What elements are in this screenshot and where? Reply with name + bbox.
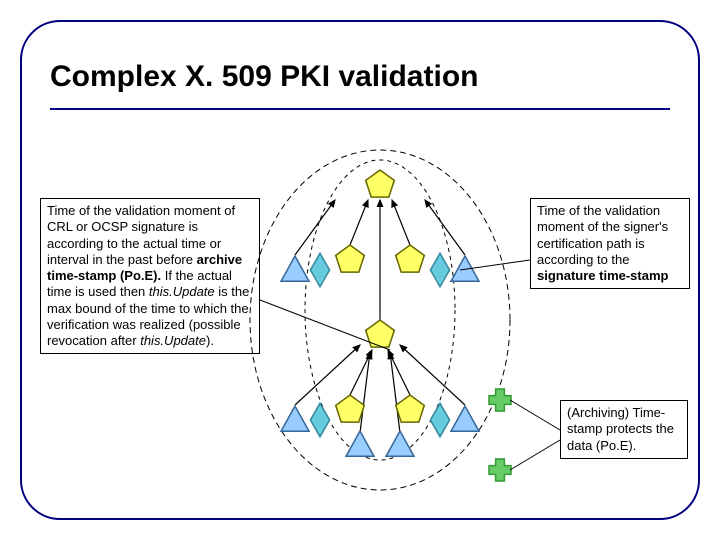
- right-bottom-textbox: (Archiving) Time-stamp protects the data…: [560, 400, 688, 459]
- page-title: Complex X. 509 PKI validation: [50, 60, 670, 94]
- pki-diagram: [240, 140, 520, 500]
- title-underline: [50, 108, 670, 110]
- right-top-textbox: Time of the validation moment of the sig…: [530, 198, 690, 289]
- left-textbox: Time of the validation moment of CRL or …: [40, 198, 260, 354]
